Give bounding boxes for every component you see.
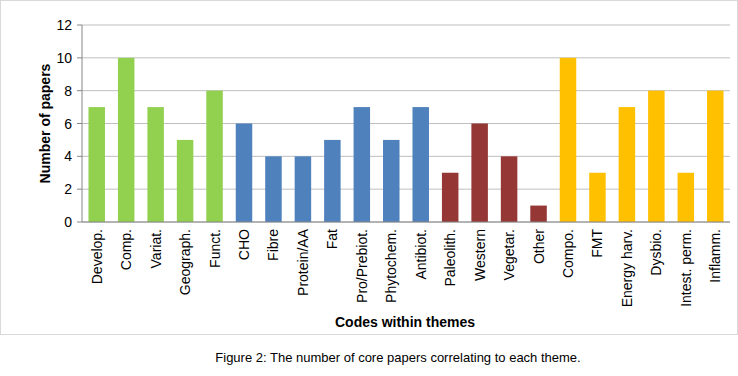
x-tick-label: Dysbio.: [648, 229, 664, 276]
y-tick: [77, 189, 82, 190]
x-tick-label: Pro/Prebiot.: [354, 229, 370, 303]
x-tick-label: Develop.: [89, 229, 105, 284]
bar: [324, 140, 340, 222]
y-tick: [77, 25, 82, 26]
caption: Figure 2: The number of core papers corr…: [215, 350, 580, 365]
y-tick: [77, 156, 82, 157]
grid-line: [82, 222, 730, 223]
bar: [530, 206, 546, 222]
x-tick-label: Other: [531, 229, 547, 264]
x-tick-label: Compo.: [560, 229, 576, 278]
x-tick-label: FMT: [589, 229, 605, 258]
bar: [206, 91, 222, 222]
x-tick-label: Intest. perm.: [678, 229, 694, 307]
x-tick-label: Comp.: [118, 229, 134, 270]
x-tick-label: Fat: [324, 229, 340, 249]
bar: [265, 156, 281, 222]
x-tick-label: Western: [472, 229, 488, 281]
x-tick-label: Geograph.: [177, 229, 193, 295]
bar: [354, 107, 370, 222]
bar: [678, 173, 694, 222]
x-tick-label: Phytochem.: [383, 229, 399, 303]
x-axis-label: Codes within themes: [335, 314, 475, 330]
bar: [88, 107, 104, 222]
y-tick-label: 2: [64, 181, 72, 197]
y-tick: [77, 57, 82, 58]
bar: [118, 58, 134, 222]
bar: [147, 107, 163, 222]
bar: [177, 140, 193, 222]
x-tick-label: Energy harv.: [619, 229, 635, 307]
bar: [619, 107, 635, 222]
y-tick: [77, 90, 82, 91]
bar: [501, 156, 517, 222]
chart: 0 2 4 6 8 10 12 Develop. Comp. Variat. Geograph. Fu…: [0, 0, 738, 376]
bar: [589, 173, 605, 222]
y-tick-label: 10: [56, 50, 72, 66]
x-tick-label: Fibre: [265, 229, 281, 261]
grid-line: [82, 25, 730, 26]
y-tick-label: 4: [64, 148, 72, 164]
y-axis-label: Number of papers: [37, 63, 53, 183]
x-tick-label: CHO: [236, 229, 252, 260]
bar: [471, 124, 487, 223]
y-tick-label: 8: [64, 83, 72, 99]
x-axis: [82, 222, 730, 223]
bar: [236, 124, 252, 223]
x-tick-label: Variat.: [148, 229, 164, 268]
grid-line: [82, 57, 730, 58]
y-axis: [82, 25, 83, 222]
grid-line: [82, 90, 730, 91]
bar: [295, 156, 311, 222]
bar: [560, 58, 576, 222]
y-tick-label: 12: [56, 17, 72, 33]
x-tick-label: Paleolith.: [442, 229, 458, 287]
y-tick: [77, 222, 82, 223]
y-tick: [77, 123, 82, 124]
x-tick-label: Funct.: [207, 229, 223, 268]
x-tick-label: Vegetar.: [501, 229, 517, 280]
chart-border: [1, 1, 738, 335]
bar: [707, 91, 723, 222]
x-tick-label: Antibiot.: [413, 229, 429, 280]
bar: [648, 91, 664, 222]
x-tick-label: Protein/AA: [295, 228, 311, 296]
bar: [383, 140, 399, 222]
y-tick-label: 0: [64, 214, 72, 230]
bar: [412, 107, 428, 222]
bar: [442, 173, 458, 222]
x-tick-label: Inflamm.: [707, 229, 723, 283]
bars: [88, 58, 723, 222]
y-tick-label: 6: [64, 116, 72, 132]
